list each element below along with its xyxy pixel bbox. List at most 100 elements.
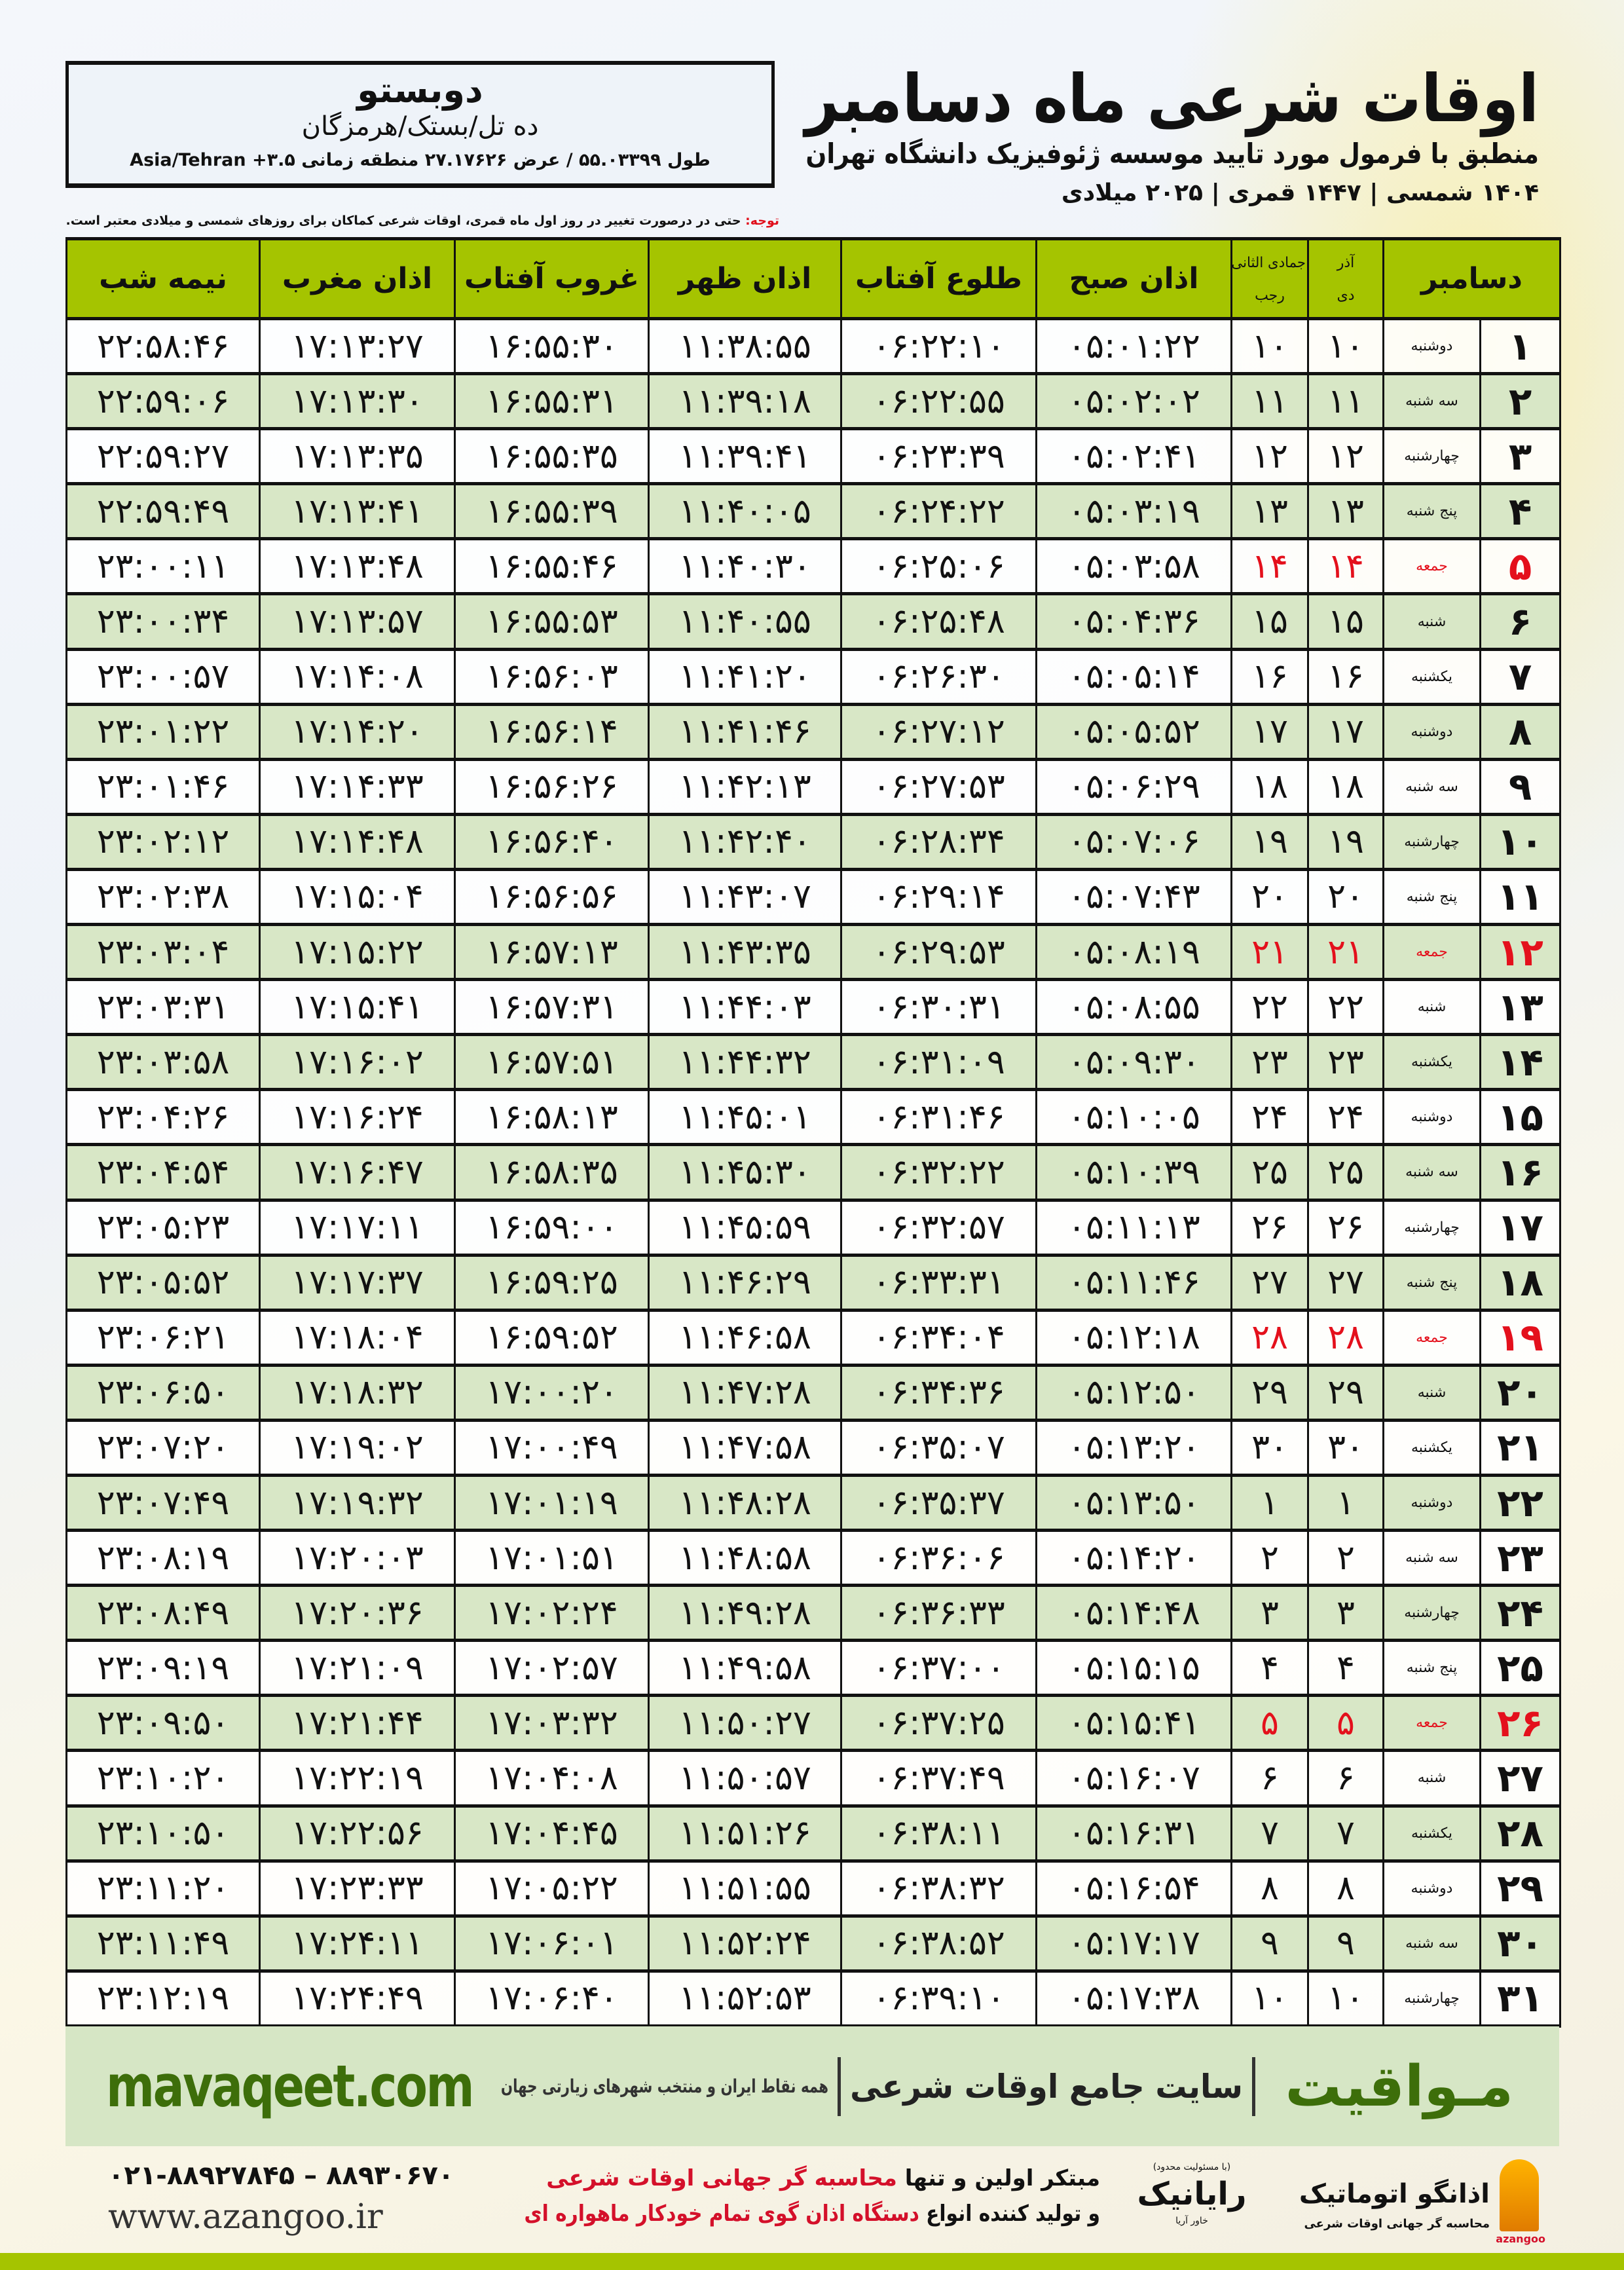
lunar-date: ۲۵ [1230,1144,1309,1202]
midnight-time: ۲۳:۰۳:۳۱ [65,978,261,1037]
midnight-time: ۲۲:۵۹:۴۹ [65,483,261,541]
sunrise-time: ۰۶:۲۵:۰۶ [840,538,1037,596]
solar-date: ۱۶ [1307,648,1384,706]
table-row: ۲۶ جمعه ۵ ۵ ۰۵:۱۵:۴۱ ۰۶:۳۷:۲۵ ۱۱:۵۰:۲۷ ۱۷:۰۳:۳۲… [65,1694,1562,1753]
day: ۱۹ [1479,1309,1562,1367]
dhuhr-time: ۱۱:۴۱:۴۶ [648,703,842,761]
lunar-date: ۴ [1230,1639,1309,1698]
sunset-time: ۱۶:۵۵:۳۵ [454,428,650,486]
ad-line2: و تولید کننده انواع دستگاه اذان گوی تمام… [525,2196,1100,2231]
midnight-time: ۲۳:۰۹:۱۹ [65,1639,261,1698]
weekday: دوشنبه [1382,317,1482,376]
weekday: یکشنبه [1382,1804,1482,1863]
fajr-time: ۰۵:۱۴:۲۰ [1035,1529,1232,1588]
dhuhr-time: ۱۱:۴۰:۳۰ [648,538,842,596]
weekday: دوشنبه [1382,1859,1482,1918]
day: ۹ [1479,758,1562,816]
fajr-time: ۰۵:۰۳:۱۹ [1035,483,1232,541]
header-lunar-month: جمادی الثانی رجب [1230,237,1309,320]
fajr-time: ۰۵:۱۲:۵۰ [1035,1364,1232,1422]
azangoo-link[interactable]: www.azangoo.ir [108,2197,383,2237]
weekday: یکشنبه [1382,1033,1482,1092]
dhuhr-time: ۱۱:۴۰:۰۵ [648,483,842,541]
table-row: ۲ سه شنبه ۱۱ ۱۱ ۰۵:۰۲:۰۲ ۰۶:۲۲:۵۵ ۱۱:۳۹:۱۸ ۱۶:۵… [65,373,1562,431]
maghrib-time: ۱۷:۲۱:۴۴ [259,1694,456,1753]
sunrise-time: ۰۶:۳۲:۲۲ [840,1144,1037,1202]
sunrise-time: ۰۶:۳۵:۰۷ [840,1419,1037,1477]
solar-date: ۱۲ [1307,428,1384,486]
fajr-time: ۰۵:۱۷:۳۸ [1035,1969,1232,2028]
sunset-time: ۱۷:۰۰:۴۹ [454,1419,650,1477]
table-row: ۲۱ یکشنبه ۳۰ ۳۰ ۰۵:۱۳:۲۰ ۰۶:۳۵:۰۷ ۱۱:۴۷:۵۸ ۱۷:۰… [65,1419,1562,1477]
sunrise-time: ۰۶:۳۱:۴۶ [840,1088,1037,1147]
weekday: یکشنبه [1382,1419,1482,1477]
maghrib-time: ۱۷:۱۵:۴۱ [259,978,456,1037]
weekday: چهارشنبه [1382,428,1482,486]
solar-date: ۱۰ [1307,317,1384,376]
day: ۶ [1479,593,1562,651]
fajr-time: ۰۵:۱۰:۰۵ [1035,1088,1232,1147]
lunar-date: ۱ [1230,1474,1309,1533]
maghrib-time: ۱۷:۱۴:۴۸ [259,813,456,871]
page-heading: اوقات شرعی ماه دسامبر منطبق با فرمول مور… [805,62,1539,209]
sunset-time: ۱۶:۵۶:۲۶ [454,758,650,816]
midnight-time: ۲۳:۰۰:۵۷ [65,648,261,706]
midnight-time: ۲۳:۱۲:۱۹ [65,1969,261,2028]
midnight-time: ۲۳:۰۵:۵۲ [65,1254,261,1312]
sunrise-time: ۰۶:۳۶:۳۳ [840,1584,1037,1643]
maghrib-time: ۱۷:۱۶:۴۷ [259,1144,456,1202]
advert-text: مبتکر اولین و تنها محاسبه گر جهانی اوقات… [524,2161,1100,2231]
fajr-time: ۰۵:۰۲:۴۱ [1035,428,1232,486]
sunset-time: ۱۶:۵۸:۱۳ [454,1088,650,1147]
maghrib-time: ۱۷:۲۴:۱۱ [259,1914,456,1973]
maghrib-time: ۱۷:۱۹:۰۲ [259,1419,456,1477]
sunset-time: ۱۶:۵۵:۳۱ [454,373,650,431]
lunar-date: ۱۶ [1230,648,1309,706]
day: ۱۷ [1479,1199,1562,1257]
sunrise-time: ۰۶:۳۸:۱۱ [840,1804,1037,1863]
banner-slogan-main: سایت جامع اوقات شرعی [850,2067,1243,2106]
maghrib-time: ۱۷:۲۳:۳۳ [259,1859,456,1918]
midnight-time: ۲۳:۰۴:۵۴ [65,1144,261,1202]
dhuhr-time: ۱۱:۴۳:۳۵ [648,923,842,982]
sunrise-time: ۰۶:۳۲:۵۷ [840,1199,1037,1257]
sunset-time: ۱۷:۰۲:۵۷ [454,1639,650,1698]
table-row: ۱۶ سه شنبه ۲۵ ۲۵ ۰۵:۱۰:۳۹ ۰۶:۳۲:۲۲ ۱۱:۴۵:۳۰ ۱۶:… [65,1144,1562,1202]
maghrib-time: ۱۷:۱۳:۳۰ [259,373,456,431]
maghrib-time: ۱۷:۲۴:۴۹ [259,1969,456,2028]
fajr-time: ۰۵:۱۰:۳۹ [1035,1144,1232,1202]
fajr-time: ۰۵:۰۴:۳۶ [1035,593,1232,651]
day: ۲۳ [1479,1529,1562,1588]
fajr-time: ۰۵:۱۶:۳۱ [1035,1804,1232,1863]
fajr-time: ۰۵:۰۵:۵۲ [1035,703,1232,761]
weekday: چهارشنبه [1382,813,1482,871]
fajr-time: ۰۵:۱۵:۴۱ [1035,1694,1232,1753]
mavaqeet-link[interactable]: mavaqeet.com [106,2053,474,2120]
maghrib-time: ۱۷:۱۴:۲۰ [259,703,456,761]
table-row: ۲۹ دوشنبه ۸ ۸ ۰۵:۱۶:۵۴ ۰۶:۳۸:۳۲ ۱۱:۵۱:۵۵ ۱۷:۰۵:… [65,1859,1562,1918]
maghrib-time: ۱۷:۱۶:۰۲ [259,1033,456,1092]
coordinates: طول ۵۵.۰۳۳۹۹ / عرض ۲۷.۱۷۶۲۶ منطقه زمانی … [130,150,710,170]
solar-date: ۲۴ [1307,1088,1384,1147]
midnight-time: ۲۳:۱۱:۲۰ [65,1859,261,1918]
table-row: ۱۷ چهارشنبه ۲۶ ۲۶ ۰۵:۱۱:۱۳ ۰۶:۳۲:۵۷ ۱۱:۴۵:۵۹ ۱۶… [65,1199,1562,1257]
weekday: سه شنبه [1382,1529,1482,1588]
header-solar-top: آذر [1337,255,1355,271]
dhuhr-time: ۱۱:۴۸:۵۸ [648,1529,842,1588]
midnight-time: ۲۳:۱۱:۴۹ [65,1914,261,1973]
dhuhr-time: ۱۱:۴۲:۱۳ [648,758,842,816]
sunrise-time: ۰۶:۲۹:۵۳ [840,923,1037,982]
lunar-date: ۲ [1230,1529,1309,1588]
ad-line1-a: مبتکر اولین و تنها [896,2165,1100,2191]
weekday: دوشنبه [1382,1474,1482,1533]
midnight-time: ۲۳:۰۸:۱۹ [65,1529,261,1588]
midnight-time: ۲۳:۰۰:۳۴ [65,593,261,651]
maghrib-time: ۱۷:۱۴:۰۸ [259,648,456,706]
maghrib-time: ۱۷:۱۴:۳۳ [259,758,456,816]
maghrib-time: ۱۷:۱۸:۰۴ [259,1309,456,1367]
lunar-date: ۱۵ [1230,593,1309,651]
fajr-time: ۰۵:۱۷:۱۷ [1035,1914,1232,1973]
sunset-time: ۱۶:۵۹:۲۵ [454,1254,650,1312]
table-row: ۲۸ یکشنبه ۷ ۷ ۰۵:۱۶:۳۱ ۰۶:۳۸:۱۱ ۱۱:۵۱:۲۶ ۱۷:۰۴:… [65,1804,1562,1863]
midnight-time: ۲۳:۱۰:۲۰ [65,1749,261,1808]
